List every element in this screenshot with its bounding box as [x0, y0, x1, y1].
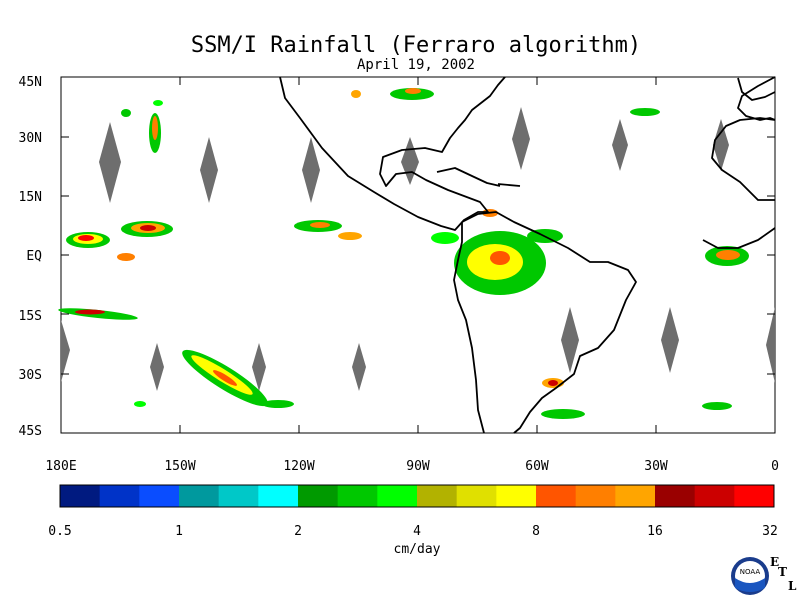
colorbar-swatch: [179, 485, 220, 507]
longitude-labels: 180E 150W 120W 90W 60W 30W 0: [45, 459, 779, 474]
colorbar-tick-label: 32: [762, 524, 778, 539]
lon-label: 0: [771, 459, 779, 474]
map-frame: [60, 76, 776, 434]
colorbar-swatch: [337, 485, 378, 507]
orbit-gap: [200, 137, 218, 203]
colorbar-swatch: [536, 485, 577, 507]
colorbar-tick-label: 16: [647, 524, 663, 539]
colorbar-swatch: [496, 485, 537, 507]
latitude-labels: 45N 30N 15N EQ 15S 30S 45S: [19, 75, 43, 439]
noaa-logo: NOAA: [731, 557, 769, 595]
lon-label: 180E: [45, 459, 76, 474]
colorbar-swatch: [694, 485, 735, 507]
rain-patch: [121, 221, 173, 237]
colorbar-swatch: [417, 485, 458, 507]
colorbar-swatch: [615, 485, 656, 507]
colorbar-labels: 0.5 1 2 4 8 16 32 cm/day: [48, 524, 778, 557]
lon-label: 150W: [164, 459, 195, 474]
orbit-gap: [612, 119, 628, 171]
rain-patch: [58, 308, 138, 320]
orbit-gap: [713, 119, 729, 171]
orbit-gap: [150, 343, 164, 391]
coastline-north-america: [279, 76, 506, 231]
lon-label: 120W: [283, 459, 314, 474]
colorbar-swatch: [377, 485, 418, 507]
lat-label: 30S: [19, 368, 42, 383]
orbit-gap: [352, 343, 366, 391]
map-panel: [58, 76, 776, 434]
lat-label: 45S: [19, 424, 42, 439]
coastline-south-america: [453, 211, 637, 434]
rain-patch: [134, 349, 294, 408]
colorbar-swatch: [99, 485, 140, 507]
lat-label: EQ: [26, 249, 42, 264]
coastline-europe: [737, 77, 776, 101]
colorbar-swatch: [258, 485, 299, 507]
noaa-logo-text: NOAA: [740, 568, 761, 576]
coastlines: [279, 76, 776, 434]
rain-patch: [121, 100, 163, 153]
lat-label: 30N: [19, 131, 42, 146]
orbit-gap: [661, 307, 679, 373]
coastline-cuba: [436, 167, 501, 187]
lat-label: 15N: [19, 190, 42, 205]
colorbar-tick-label: 0.5: [48, 524, 71, 539]
colorbar: [59, 484, 775, 508]
colorbar-swatch: [60, 485, 101, 507]
colorbar-tick-label: 1: [175, 524, 183, 539]
lon-label: 60W: [525, 459, 549, 474]
rain-patch: [66, 232, 135, 261]
lat-label: 45N: [19, 75, 42, 90]
colorbar-tick-label: 4: [413, 524, 421, 539]
colorbar-swatch: [456, 485, 497, 507]
figure-date: April 19, 2002: [357, 57, 475, 73]
lon-label: 30W: [644, 459, 668, 474]
colorbar-border: [59, 484, 775, 508]
colorbar-tick-label: 8: [532, 524, 540, 539]
colorbar-tick-label: 2: [294, 524, 302, 539]
etl-letter: T: [778, 565, 787, 579]
orbit-gap: [561, 307, 579, 373]
lat-label: 15S: [19, 309, 42, 324]
colorbar-swatch: [734, 485, 775, 507]
coastline-africa: [702, 76, 776, 249]
coastline-hispaniola: [497, 183, 521, 187]
orbit-gap: [61, 320, 70, 382]
colorbar-swatch: [298, 485, 339, 507]
orbit-gap: [302, 137, 320, 203]
colorbar-unit-label: cm/day: [394, 542, 441, 557]
rain-patch: [294, 220, 362, 240]
frame-ticks: [61, 77, 775, 433]
orbit-gap: [252, 343, 266, 391]
colorbar-swatch: [139, 485, 180, 507]
orbit-gap: [766, 307, 775, 383]
lon-label: 90W: [406, 459, 430, 474]
orbit-gap: [99, 122, 121, 203]
figure-title: SSM/I Rainfall (Ferraro algorithm): [191, 33, 641, 58]
rain-patch: [431, 209, 563, 295]
colorbar-swatch: [575, 485, 616, 507]
etl-letter: L: [788, 579, 797, 593]
rainfall-field: [58, 88, 749, 419]
colorbar-swatch: [655, 485, 696, 507]
rain-patch: [630, 108, 749, 410]
etl-letter: E: [770, 555, 779, 569]
rain-patch: [351, 88, 434, 100]
colorbar-swatch: [218, 485, 259, 507]
orbit-gap: [512, 107, 530, 170]
